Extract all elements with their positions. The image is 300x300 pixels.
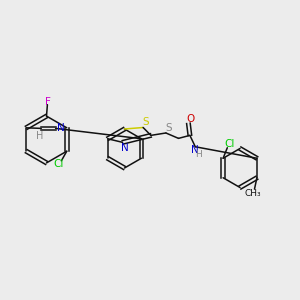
Text: S: S xyxy=(165,123,172,133)
Text: O: O xyxy=(187,114,195,124)
Text: H: H xyxy=(36,131,44,141)
Text: Cl: Cl xyxy=(224,140,234,149)
Text: N: N xyxy=(191,146,199,155)
Text: Cl: Cl xyxy=(54,159,64,170)
Text: H: H xyxy=(195,150,202,159)
Text: S: S xyxy=(143,117,149,127)
Text: N: N xyxy=(57,123,64,133)
Text: CH₃: CH₃ xyxy=(244,189,261,198)
Text: N: N xyxy=(121,143,129,153)
Text: F: F xyxy=(45,97,51,107)
